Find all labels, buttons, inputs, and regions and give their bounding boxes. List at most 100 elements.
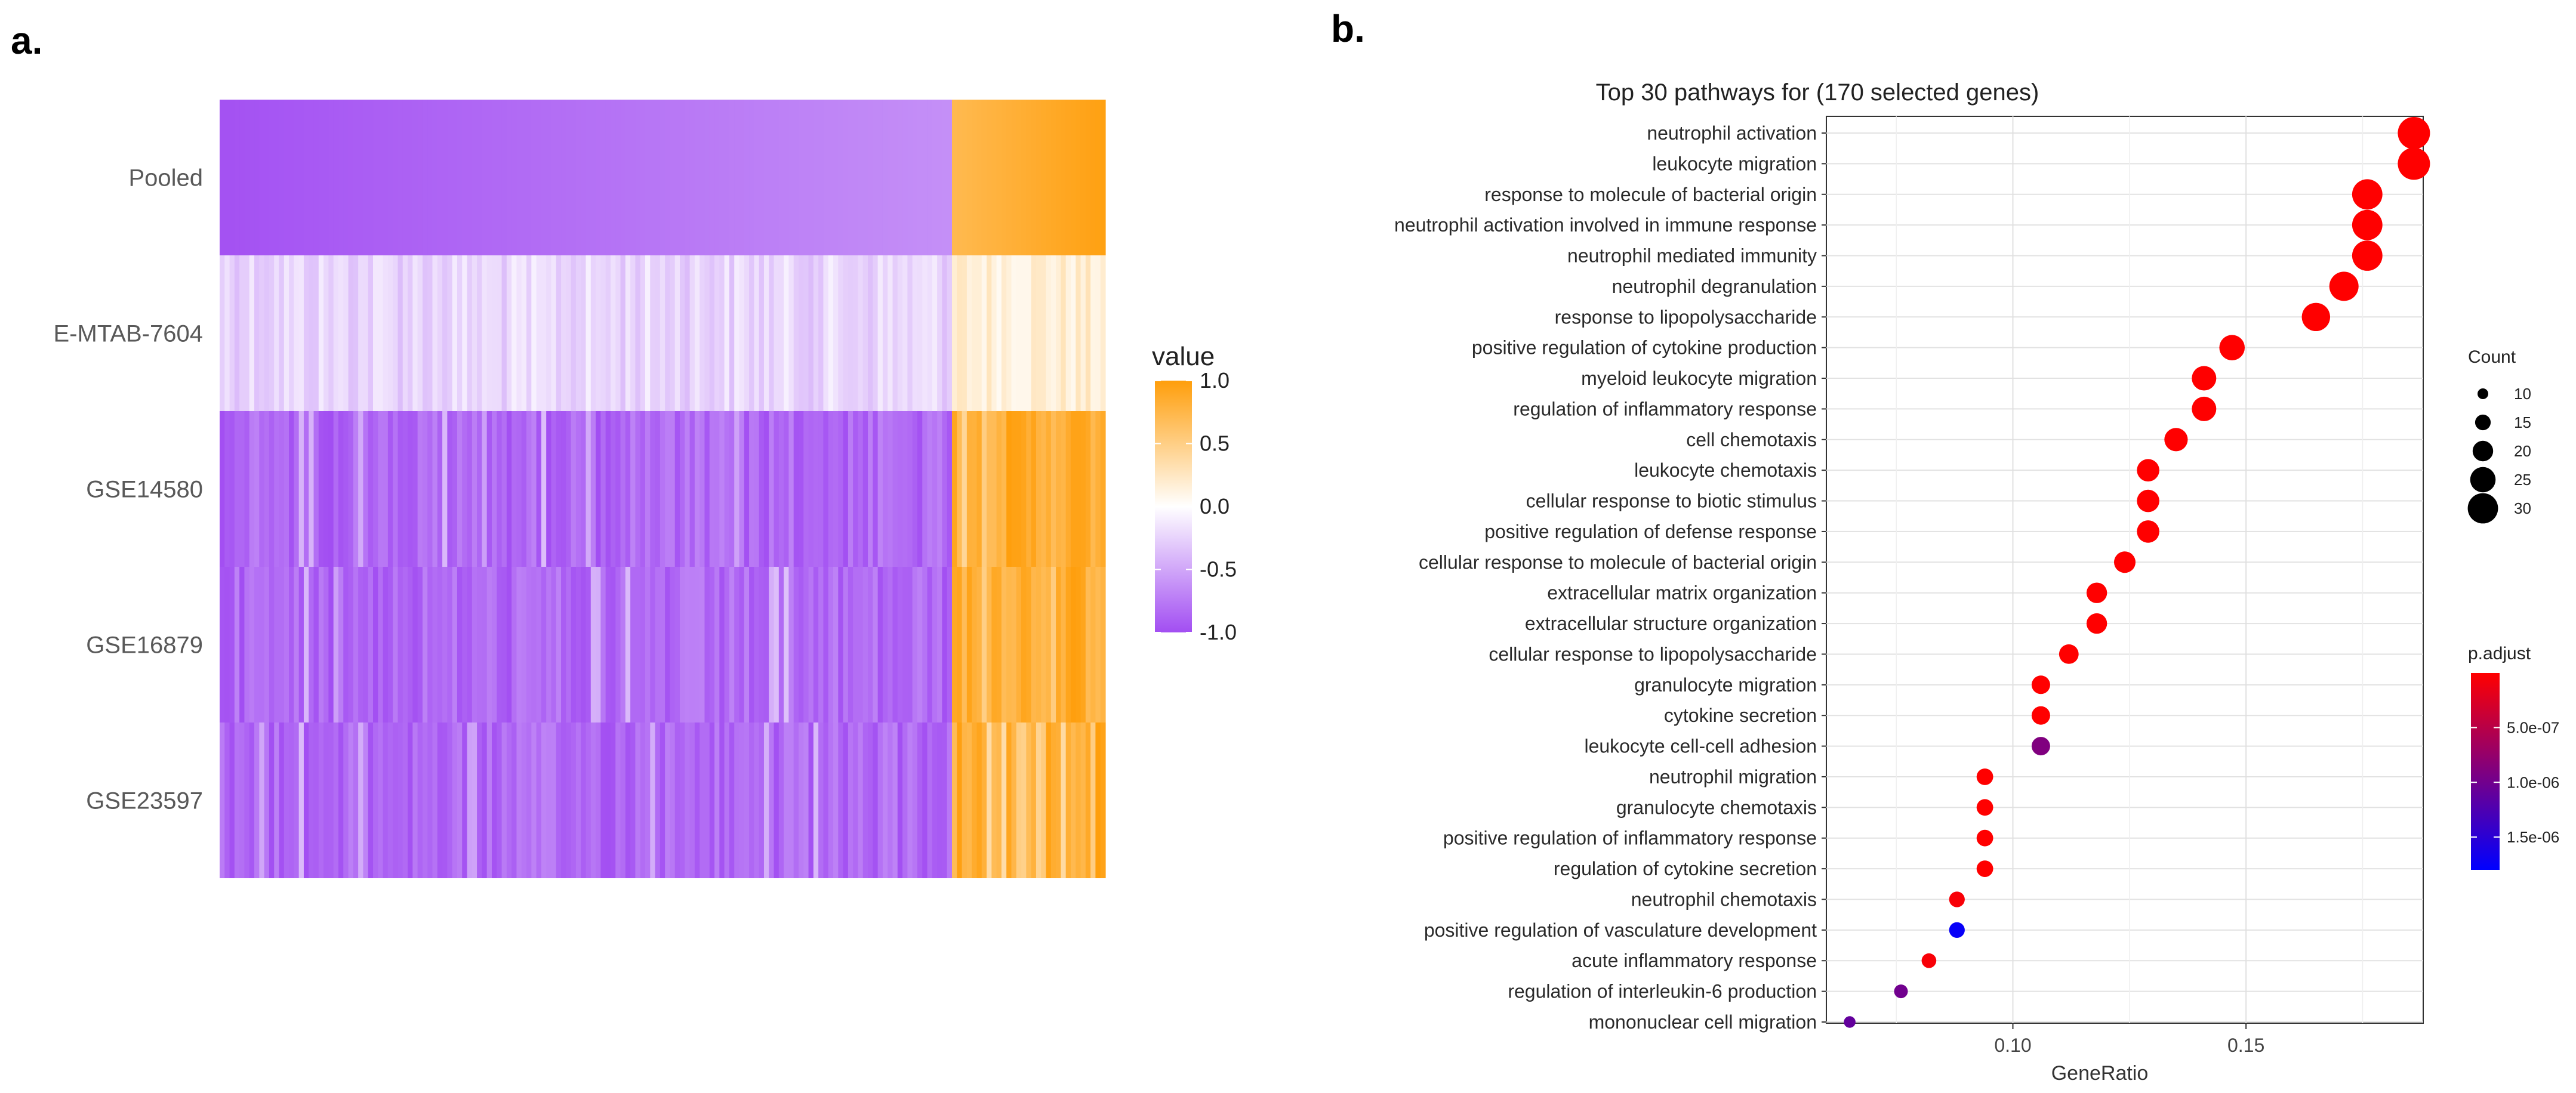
heatmap-row-gse16879 xyxy=(220,567,1106,723)
heatmap-cell xyxy=(1021,411,1027,567)
heatmap-cell xyxy=(620,411,626,567)
heatmap-cell xyxy=(1001,723,1007,878)
heatmap-cell xyxy=(892,567,898,723)
heatmap-cell xyxy=(462,255,468,411)
dotplot-x-tick-label: 0.15 xyxy=(2227,1035,2264,1056)
heatmap-cell xyxy=(828,411,834,567)
heatmap-cell xyxy=(249,255,255,411)
heatmap-cell xyxy=(670,255,676,411)
dotplot-category-label: positive regulation of cytokine producti… xyxy=(1472,337,1817,359)
heatmap-cell xyxy=(655,567,661,723)
heatmap-cell xyxy=(808,100,814,255)
heatmap-cell xyxy=(981,567,987,723)
heatmap-cell xyxy=(303,100,309,255)
heatmap-cell xyxy=(991,411,997,567)
heatmap-cell xyxy=(877,723,883,878)
heatmap-cell xyxy=(660,100,665,255)
count-legend-label: 20 xyxy=(2514,442,2531,460)
heatmap-cell xyxy=(635,411,641,567)
heatmap-cell xyxy=(328,567,334,723)
heatmap-cell xyxy=(220,567,225,723)
heatmap-cell xyxy=(1095,411,1101,567)
heatmap-cell xyxy=(259,255,265,411)
heatmap-cell xyxy=(239,411,245,567)
heatmap-legend-title: value xyxy=(1152,342,1215,371)
heatmap-cell xyxy=(427,567,433,723)
heatmap-cell xyxy=(1070,255,1076,411)
heatmap-cell xyxy=(917,100,923,255)
heatmap-cell xyxy=(442,567,448,723)
heatmap-cell xyxy=(501,411,507,567)
heatmap-cell xyxy=(882,723,888,878)
heatmap-cell xyxy=(625,723,631,878)
heatmap-cell xyxy=(402,723,408,878)
heatmap-cell xyxy=(630,411,636,567)
heatmap-cell xyxy=(289,255,294,411)
heatmap-cell xyxy=(551,567,557,723)
heatmap-cell xyxy=(932,100,938,255)
heatmap-cell xyxy=(1065,723,1071,878)
heatmap-cell xyxy=(1011,567,1017,723)
heatmap-cell xyxy=(996,411,1002,567)
heatmap-cell xyxy=(393,411,399,567)
heatmap-cell xyxy=(1006,723,1012,878)
heatmap-cell xyxy=(957,255,963,411)
heatmap-cell xyxy=(700,100,705,255)
heatmap-cell xyxy=(373,723,378,878)
heatmap-cell xyxy=(665,723,671,878)
heatmap-cell xyxy=(546,567,552,723)
heatmap-cell xyxy=(1056,567,1061,723)
heatmap-cell xyxy=(784,100,790,255)
heatmap-cell xyxy=(917,255,923,411)
heatmap-cell xyxy=(818,411,824,567)
heatmap-cell xyxy=(561,723,566,878)
heatmap-cell xyxy=(521,100,527,255)
heatmap-cell xyxy=(274,411,280,567)
heatmap-cell xyxy=(343,723,349,878)
heatmap-cell xyxy=(798,567,804,723)
heatmap-cell xyxy=(680,255,685,411)
heatmap-cell xyxy=(848,100,853,255)
heatmap-cell xyxy=(482,567,488,723)
heatmap-cell xyxy=(744,723,750,878)
heatmap-cell xyxy=(823,567,829,723)
heatmap-cell xyxy=(853,567,859,723)
heatmap-cell xyxy=(882,100,888,255)
heatmap-cell xyxy=(432,255,438,411)
heatmap-cell xyxy=(838,255,844,411)
heatmap-cell xyxy=(927,411,933,567)
heatmap-cell xyxy=(393,100,399,255)
heatmap-cell xyxy=(981,723,987,878)
heatmap-cell xyxy=(635,100,641,255)
heatmap-cell xyxy=(774,723,779,878)
heatmap-cell xyxy=(511,100,517,255)
heatmap-cell xyxy=(951,567,957,723)
heatmap-cell xyxy=(670,567,676,723)
heatmap-cell xyxy=(838,723,844,878)
heatmap-cell xyxy=(759,567,765,723)
heatmap-cell xyxy=(452,255,458,411)
heatmap-cell xyxy=(739,255,745,411)
heatmap-cell xyxy=(353,100,359,255)
heatmap-cell xyxy=(937,100,943,255)
heatmap-cell xyxy=(333,567,339,723)
heatmap-cell xyxy=(605,411,611,567)
heatmap-cell xyxy=(383,255,389,411)
dotplot-category-label: neutrophil activation xyxy=(1647,122,1817,144)
heatmap-cell xyxy=(313,411,319,567)
heatmap-cell xyxy=(363,723,369,878)
heatmap-cell xyxy=(249,100,255,255)
heatmap-cell xyxy=(828,567,834,723)
dotplot-category-label: positive regulation of inflammatory resp… xyxy=(1443,828,1817,849)
panel-a-letter: a. xyxy=(11,19,42,62)
heatmap-cell xyxy=(269,411,275,567)
heatmap-cell xyxy=(447,411,453,567)
heatmap-cell xyxy=(229,567,235,723)
heatmap-cell xyxy=(491,100,497,255)
dotplot-point xyxy=(2086,582,2107,603)
heatmap-cell xyxy=(759,411,765,567)
heatmap-cell xyxy=(942,567,948,723)
heatmap-cell xyxy=(234,411,240,567)
heatmap-cell xyxy=(784,255,790,411)
